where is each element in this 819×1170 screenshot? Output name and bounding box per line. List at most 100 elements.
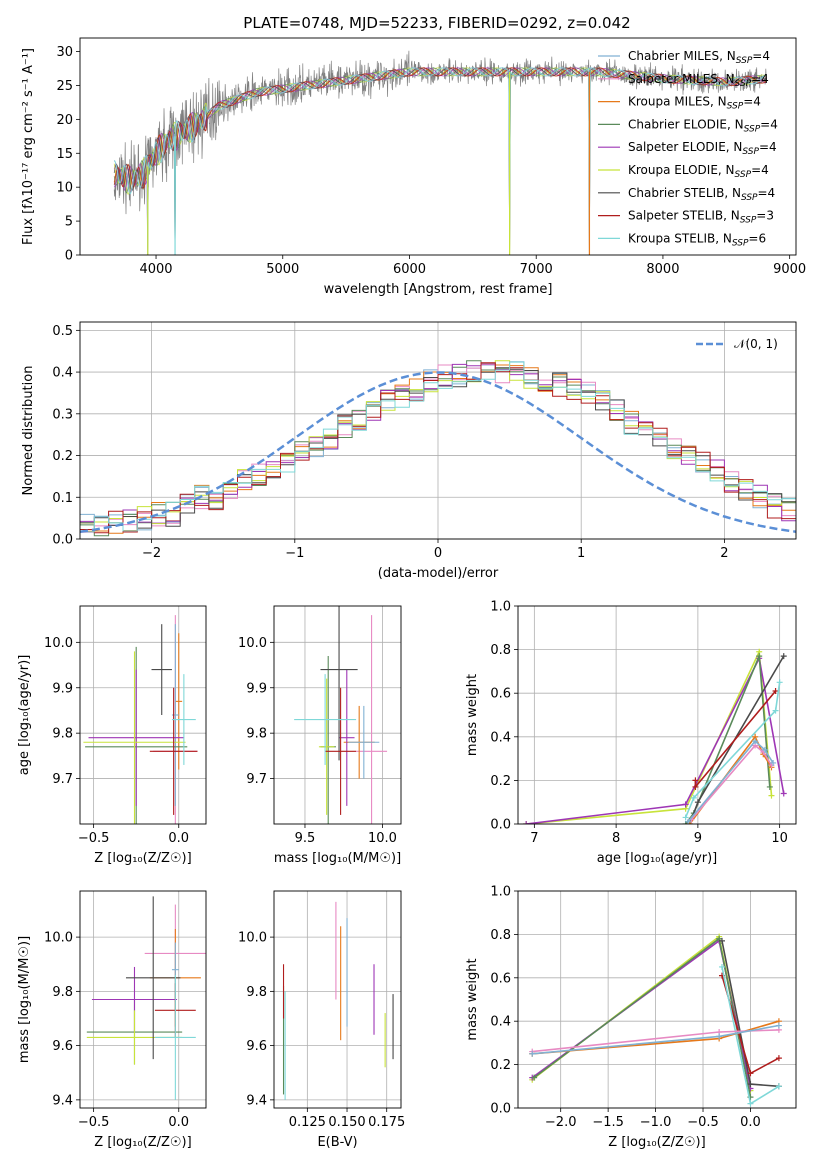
x-tick-label: 2 [720, 546, 728, 561]
legend-subscript: SSP [735, 170, 752, 180]
series-marker [775, 1055, 782, 1062]
series-marker [692, 783, 699, 790]
axes-frame [517, 605, 797, 825]
series-line-chabrier-elodie [533, 937, 752, 1098]
series-marker [752, 738, 759, 745]
legend-entry: Salpeter ELODIE, NSSP=4 [628, 140, 777, 157]
legend-entry: Kroupa MILES, NSSP=4 [628, 95, 761, 112]
legend-subscript: SSP [727, 102, 744, 112]
y-tick-label: 25 [56, 79, 73, 94]
x-tick-label: 9.5 [295, 831, 316, 846]
y-tick-label: 9.6 [246, 1039, 267, 1054]
legend-suffix: =4 [751, 72, 769, 86]
y-tick-label: 0.6 [490, 971, 511, 986]
legend-normal-label: 𝒩(0, 1) [734, 337, 778, 351]
series-marker [747, 1081, 754, 1088]
x-tick-label: −1 [285, 546, 304, 561]
x-tick-label: 10.0 [368, 831, 397, 846]
legend-label: Salpeter MILES, N [628, 72, 735, 86]
y-tick-label: 0.4 [490, 1015, 511, 1030]
plot-area [523, 648, 787, 824]
plot-area [83, 615, 198, 824]
chart-massweight-vs-Z: −2.0 −1.5 −1.0 −0.5 0.0 0.0 0.2 0.4 0.6 0.8 1.0 Z [… [465, 885, 797, 1150]
series-line-salpeter-elodie [526, 655, 785, 824]
legend-suffix: =4 [760, 117, 778, 131]
y-tick-label: 0.1 [52, 491, 73, 506]
y-tick-label: 9.8 [52, 985, 73, 1000]
x-tick-label: 0.0 [168, 831, 189, 846]
legend-label: Kroupa MILES, N [628, 95, 727, 109]
series-line-kroupa-stelib [684, 682, 781, 818]
legend-suffix: =4 [752, 49, 770, 63]
legend-suffix: =3 [756, 209, 774, 223]
x-tick-label: 7 [530, 831, 538, 846]
legend-label: Chabrier ELODIE, N [628, 117, 744, 131]
histogram-chabrier-miles [80, 361, 796, 531]
axes-frame [273, 605, 402, 825]
legend-entry: Chabrier STELIB, NSSP=4 [628, 186, 775, 203]
x-tick-label: 0.0 [740, 1115, 761, 1130]
plot-area [294, 606, 388, 824]
series-marker [756, 653, 763, 660]
plot-area [80, 360, 796, 538]
chart-massweight-vs-age: 7 8 9 10 0.0 0.2 0.4 0.6 0.8 1.0 age [log₁₀(age/yr… [465, 600, 797, 866]
y-axis-label: Normed distribution [21, 366, 36, 496]
histogram-salpeter-miles [80, 364, 796, 533]
model-spectrum-kroupa-elodie [113, 67, 767, 195]
y-tick-label: 10.0 [238, 636, 267, 651]
histogram-chabrier-elodie [80, 360, 796, 537]
legend-label: Kroupa ELODIE, N [628, 163, 735, 177]
x-axis-label: Z [log₁₀(Z/Z☉)] [94, 851, 191, 866]
series-line-kroupa-elodie [531, 935, 752, 1091]
y-axis-label: Flux [fλ10⁻¹⁷ erg cm⁻² s⁻¹ A⁻¹] [21, 48, 36, 245]
y-axis-label: mass weight [465, 674, 480, 756]
legend-entry: Chabrier MILES, NSSP=4 [628, 49, 770, 66]
x-tick-label: 0.150 [328, 1115, 365, 1130]
plot-area [86, 896, 206, 1100]
series-marker [775, 1022, 782, 1029]
x-tick-label: 6000 [393, 262, 426, 277]
x-tick-label: 7000 [520, 262, 553, 277]
axes-frame [517, 890, 797, 1109]
figure-title: PLATE=0748, MJD=52233, FIBERID=0292, z=0… [243, 14, 630, 32]
y-tick-label: 0.4 [52, 366, 73, 381]
model-spectrum-chabrier-stelib [113, 67, 767, 255]
y-tick-label: 0.2 [490, 1058, 511, 1073]
series-marker [718, 937, 725, 944]
x-tick-label: 1 [577, 546, 585, 561]
y-tick-label: 0.0 [490, 818, 511, 833]
x-tick-label: −1.0 [640, 1115, 672, 1130]
legend-label: Chabrier MILES, N [628, 49, 736, 63]
series-marker [682, 801, 689, 808]
y-axis-label: age [log₁₀(age/yr)] [17, 655, 32, 776]
axes-frame [79, 37, 797, 256]
series-marker [780, 653, 787, 660]
series-line-chabrier-miles [687, 740, 774, 823]
x-tick-label: −2 [142, 546, 161, 561]
y-tick-label: 9.4 [246, 1093, 267, 1108]
legend-entry: Chabrier ELODIE, NSSP=4 [628, 117, 778, 134]
x-tick-label: −1.5 [592, 1115, 624, 1130]
y-tick-label: 10.0 [238, 931, 267, 946]
normal-curve [80, 371, 796, 533]
legend-suffix: =4 [743, 95, 761, 109]
legend-subscript: SSP [735, 79, 752, 89]
series-marker [694, 799, 701, 806]
x-tick-label: 8 [612, 831, 620, 846]
histogram-salpeter-stelib [80, 362, 796, 534]
plots-layer: 4000 5000 6000 7000 8000 9000051015202530wave… [17, 37, 806, 1150]
chart-spectrum: 4000 5000 6000 7000 8000 9000 0 5 10 15 20 25 30 wave… [21, 37, 806, 297]
legend-entry: Salpeter MILES, NSSP=4 [628, 72, 769, 89]
series-line-salpeter-elodie [531, 939, 752, 1089]
axes-frame [79, 321, 797, 540]
chart-age-vs-mass: 9.5 10.0 9.7 9.8 9.9 10.0 mass [log₁₀(M/M☉)] [238, 605, 402, 866]
series-marker [772, 688, 779, 695]
chart-residuals: −2 −1 0 1 2 0.0 0.1 0.2 0.3 0.4 0.5 (data-model)/er… [21, 321, 797, 581]
y-tick-label: 0.6 [490, 687, 511, 702]
y-tick-label: 9.7 [246, 772, 267, 787]
x-tick-label: 10 [771, 831, 788, 846]
y-tick-label: 10.0 [44, 636, 73, 651]
legend-suffix: =6 [748, 231, 766, 245]
x-axis-label: (data-model)/error [378, 566, 499, 581]
model-spectrum-salpeter-stelib [113, 67, 767, 189]
